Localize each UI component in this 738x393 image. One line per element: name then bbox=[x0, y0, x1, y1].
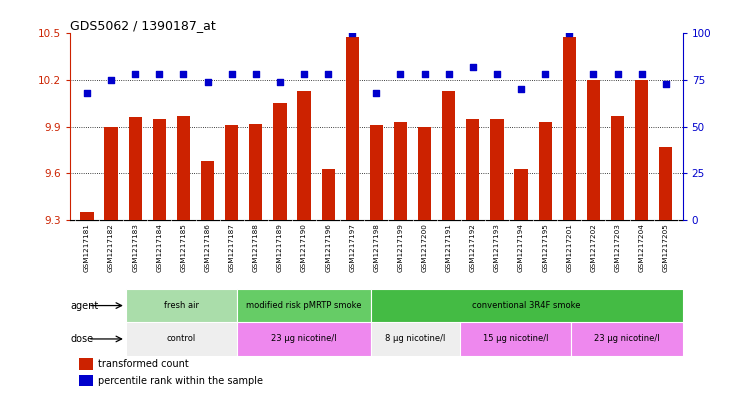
Text: dose: dose bbox=[70, 334, 93, 344]
Text: agent: agent bbox=[70, 301, 98, 310]
Bar bbox=[418, 127, 431, 220]
Point bbox=[418, 71, 430, 77]
Point bbox=[226, 71, 238, 77]
Bar bbox=[79, 358, 93, 370]
Bar bbox=[225, 125, 238, 220]
Bar bbox=[635, 80, 648, 220]
Bar bbox=[571, 322, 683, 356]
Bar bbox=[125, 289, 237, 322]
Point bbox=[539, 71, 551, 77]
Text: GSM1217188: GSM1217188 bbox=[253, 223, 259, 272]
Point bbox=[635, 71, 647, 77]
Point bbox=[467, 64, 479, 70]
Text: GSM1217198: GSM1217198 bbox=[373, 223, 379, 272]
Text: GSM1217194: GSM1217194 bbox=[518, 223, 524, 272]
Text: GSM1217189: GSM1217189 bbox=[277, 223, 283, 272]
Point bbox=[106, 77, 117, 83]
Text: GSM1217201: GSM1217201 bbox=[566, 223, 572, 272]
Point bbox=[515, 86, 527, 92]
Text: conventional 3R4F smoke: conventional 3R4F smoke bbox=[472, 301, 581, 310]
Bar bbox=[562, 37, 576, 220]
Bar bbox=[370, 322, 460, 356]
Bar bbox=[125, 322, 237, 356]
Text: fresh air: fresh air bbox=[164, 301, 199, 310]
Point bbox=[178, 71, 190, 77]
Point bbox=[491, 71, 503, 77]
Text: GSM1217183: GSM1217183 bbox=[132, 223, 138, 272]
Bar bbox=[237, 289, 370, 322]
Point bbox=[274, 79, 286, 85]
Bar bbox=[105, 127, 118, 220]
Bar bbox=[514, 169, 528, 220]
Text: 15 μg nicotine/l: 15 μg nicotine/l bbox=[483, 334, 548, 343]
Text: percentile rank within the sample: percentile rank within the sample bbox=[97, 376, 263, 386]
Bar bbox=[370, 125, 383, 220]
Text: control: control bbox=[167, 334, 196, 343]
Point bbox=[201, 79, 213, 85]
Bar bbox=[466, 119, 480, 220]
Text: transformed count: transformed count bbox=[97, 359, 188, 369]
Text: GSM1217190: GSM1217190 bbox=[301, 223, 307, 272]
Bar bbox=[80, 212, 94, 220]
Bar bbox=[297, 91, 311, 220]
Text: modified risk pMRTP smoke: modified risk pMRTP smoke bbox=[246, 301, 362, 310]
Bar bbox=[490, 119, 503, 220]
Bar bbox=[442, 91, 455, 220]
Text: GSM1217205: GSM1217205 bbox=[663, 223, 669, 272]
Text: GSM1217199: GSM1217199 bbox=[398, 223, 404, 272]
Bar bbox=[345, 37, 359, 220]
Point bbox=[81, 90, 93, 96]
Bar bbox=[201, 161, 214, 220]
Bar bbox=[322, 169, 335, 220]
Bar bbox=[394, 122, 407, 220]
Point bbox=[443, 71, 455, 77]
Bar bbox=[370, 289, 683, 322]
Text: GSM1217184: GSM1217184 bbox=[156, 223, 162, 272]
Text: GSM1217204: GSM1217204 bbox=[638, 223, 645, 272]
Point bbox=[129, 71, 141, 77]
Text: GSM1217203: GSM1217203 bbox=[615, 223, 621, 272]
Bar bbox=[177, 116, 190, 220]
Point bbox=[612, 71, 624, 77]
Text: GDS5062 / 1390187_at: GDS5062 / 1390187_at bbox=[70, 19, 215, 32]
Text: GSM1217196: GSM1217196 bbox=[325, 223, 331, 272]
Text: GSM1217202: GSM1217202 bbox=[590, 223, 596, 272]
Point bbox=[563, 30, 575, 37]
Point bbox=[250, 71, 262, 77]
Point bbox=[587, 71, 599, 77]
Bar bbox=[128, 118, 142, 220]
Bar bbox=[249, 124, 263, 220]
Text: 8 μg nicotine/l: 8 μg nicotine/l bbox=[385, 334, 446, 343]
Bar bbox=[460, 322, 571, 356]
Point bbox=[323, 71, 334, 77]
Text: GSM1217187: GSM1217187 bbox=[229, 223, 235, 272]
Text: GSM1217186: GSM1217186 bbox=[204, 223, 210, 272]
Bar bbox=[659, 147, 672, 220]
Bar bbox=[153, 119, 166, 220]
Point bbox=[346, 30, 358, 37]
Point bbox=[395, 71, 407, 77]
Bar bbox=[539, 122, 552, 220]
Point bbox=[298, 71, 310, 77]
Text: GSM1217181: GSM1217181 bbox=[84, 223, 90, 272]
Text: GSM1217195: GSM1217195 bbox=[542, 223, 548, 272]
Point bbox=[154, 71, 165, 77]
Text: GSM1217200: GSM1217200 bbox=[421, 223, 427, 272]
Text: GSM1217182: GSM1217182 bbox=[108, 223, 114, 272]
Bar bbox=[237, 322, 370, 356]
Point bbox=[370, 90, 382, 96]
Text: GSM1217185: GSM1217185 bbox=[181, 223, 187, 272]
Text: GSM1217193: GSM1217193 bbox=[494, 223, 500, 272]
Point bbox=[660, 81, 672, 87]
Text: GSM1217197: GSM1217197 bbox=[349, 223, 355, 272]
Text: GSM1217191: GSM1217191 bbox=[446, 223, 452, 272]
Text: 23 μg nicotine/l: 23 μg nicotine/l bbox=[271, 334, 337, 343]
Bar bbox=[79, 375, 93, 386]
Bar bbox=[587, 80, 600, 220]
Text: GSM1217192: GSM1217192 bbox=[470, 223, 476, 272]
Bar bbox=[611, 116, 624, 220]
Bar bbox=[273, 103, 286, 220]
Text: 23 μg nicotine/l: 23 μg nicotine/l bbox=[594, 334, 660, 343]
